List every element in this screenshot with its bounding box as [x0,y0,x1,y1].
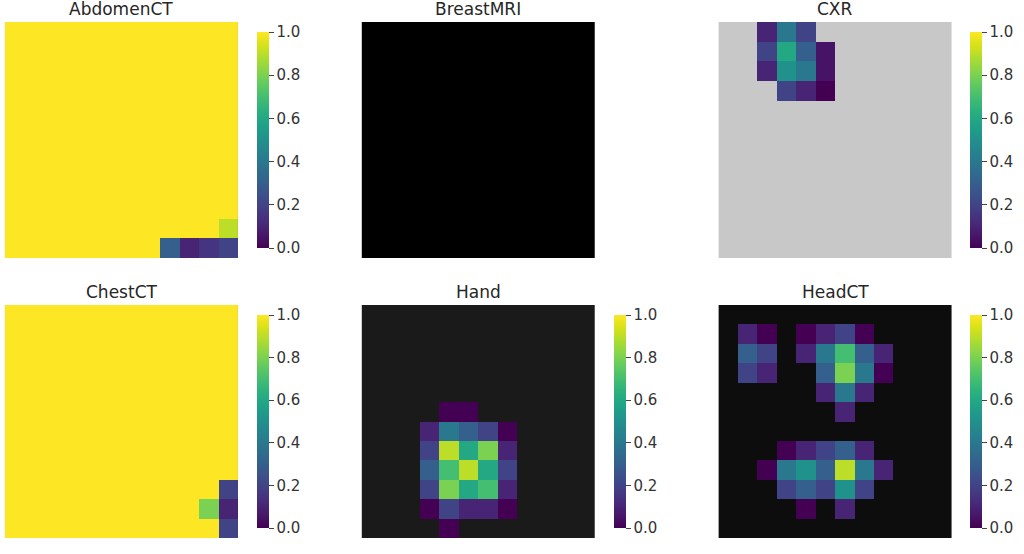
svg-text:CXR: CXR [817,0,853,19]
svg-text:0.4: 0.4 [990,153,1014,171]
svg-text:0.8: 0.8 [990,349,1014,367]
svg-text:0.2: 0.2 [990,196,1014,214]
svg-text:0.0: 0.0 [277,239,301,257]
svg-text:0.6: 0.6 [990,110,1014,128]
svg-text:0.2: 0.2 [634,477,658,495]
svg-text:0.4: 0.4 [990,434,1014,452]
svg-text:0.0: 0.0 [990,239,1014,257]
svg-text:0.2: 0.2 [990,477,1014,495]
svg-text:ChestCT: ChestCT [86,282,157,302]
svg-text:1.0: 1.0 [277,23,301,41]
svg-text:0.2: 0.2 [277,196,301,214]
svg-text:0.4: 0.4 [634,434,658,452]
svg-text:1.0: 1.0 [990,23,1014,41]
svg-text:0.4: 0.4 [277,153,301,171]
svg-text:Hand: Hand [456,282,501,302]
svg-text:1.0: 1.0 [634,306,658,324]
svg-text:0.0: 0.0 [990,519,1014,537]
svg-text:0.0: 0.0 [634,519,658,537]
svg-text:0.8: 0.8 [990,66,1014,84]
svg-text:0.6: 0.6 [277,391,301,409]
svg-text:1.0: 1.0 [990,306,1014,324]
svg-text:1.0: 1.0 [277,306,301,324]
svg-text:0.8: 0.8 [277,66,301,84]
svg-text:0.2: 0.2 [277,477,301,495]
svg-text:0.6: 0.6 [990,391,1014,409]
svg-text:0.6: 0.6 [634,391,658,409]
svg-text:0.0: 0.0 [277,519,301,537]
svg-text:BreastMRI: BreastMRI [435,0,521,19]
svg-text:HeadCT: HeadCT [802,282,869,302]
svg-text:0.6: 0.6 [277,110,301,128]
svg-text:AbdomenCT: AbdomenCT [69,0,173,19]
svg-text:0.4: 0.4 [277,434,301,452]
svg-text:0.8: 0.8 [634,349,658,367]
svg-text:0.8: 0.8 [277,349,301,367]
